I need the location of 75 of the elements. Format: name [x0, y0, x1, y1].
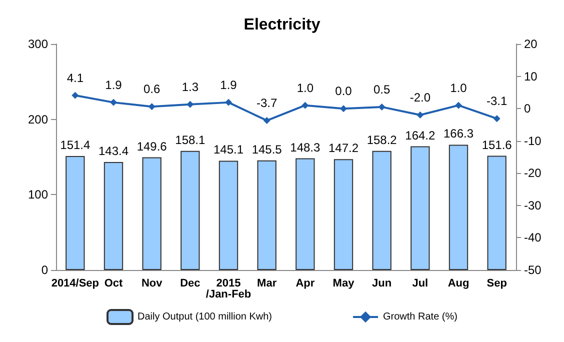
point [110, 98, 117, 106]
data-label: -2.0 [410, 90, 431, 105]
data-label: 1.0 [450, 80, 468, 95]
x-tick-label: Jun [372, 278, 392, 290]
bar [66, 156, 85, 270]
data-label: 158.1 [175, 132, 206, 147]
data-label: 0.0 [335, 84, 352, 98]
y-tick-label: 0 [41, 263, 48, 277]
data-label: 148.3 [290, 140, 321, 154]
legend-label: Growth Rate (%) [383, 312, 458, 322]
y2-tick-label: -30 [524, 198, 542, 212]
point [302, 102, 309, 109]
bar [410, 146, 430, 270]
data-label: 1.9 [220, 78, 238, 92]
y2-tick-label: -40 [524, 230, 542, 245]
data-label: 151.4 [60, 138, 91, 152]
data-label: 151.6 [482, 138, 512, 152]
data-label: 1.0 [296, 80, 314, 95]
data-label: 149.6 [136, 139, 168, 154]
x-tick-label: Dec [180, 278, 200, 290]
x-tick-label: Apr [296, 278, 316, 290]
point [263, 117, 270, 124]
data-label: -3.1 [486, 94, 508, 108]
y2-tick-label: -50 [524, 263, 542, 277]
legend-label: Daily Output (100 million Kwh) [138, 312, 272, 322]
bar [104, 162, 124, 270]
x-tick-label: 2014/Sep [51, 278, 100, 290]
data-label: 164.2 [405, 128, 436, 142]
y2-tick-label: -10 [524, 134, 542, 148]
data-label: 145.5 [252, 142, 282, 156]
bar [296, 158, 315, 270]
point [493, 115, 500, 122]
bar [142, 157, 162, 270]
y2-tick-label: 20 [524, 37, 538, 51]
point [378, 103, 386, 110]
point [72, 92, 79, 99]
y2-tick-label: -20 [524, 166, 542, 180]
data-label: 1.9 [105, 78, 122, 92]
chart-title: Electricity [244, 16, 320, 34]
bar [487, 156, 506, 270]
bar [180, 150, 200, 270]
data-label: 166.3 [443, 126, 474, 141]
x-tick-label: 2015 /Jan-Feb [206, 278, 252, 300]
point [148, 103, 156, 110]
bar [448, 144, 468, 270]
y2-tick-label: 0 [524, 102, 531, 116]
point [455, 102, 462, 109]
y-tick-label: 300 [28, 37, 48, 51]
bar [218, 160, 238, 270]
x-tick-label: Oct [104, 278, 123, 290]
point [340, 105, 347, 112]
x-tick-label: Sep [486, 278, 508, 290]
x-tick-label: Nov [141, 278, 164, 290]
data-label: 1.3 [182, 80, 199, 94]
x-tick-label: Mar [257, 278, 278, 290]
y-tick-label: 200 [28, 112, 48, 126]
bar [334, 159, 354, 270]
point [225, 98, 232, 106]
bar [372, 150, 392, 270]
y-tick-label: 100 [28, 188, 48, 202]
bar [257, 160, 276, 270]
data-label: 145.1 [213, 142, 244, 157]
point [416, 112, 424, 119]
data-label: 0.5 [373, 82, 390, 96]
x-tick-label: Jul [412, 278, 428, 290]
data-label: 147.2 [328, 141, 359, 156]
data-label: 4.1 [66, 70, 84, 85]
data-label: 143.4 [98, 144, 129, 158]
y2-tick-label: 10 [524, 69, 538, 84]
x-tick-label: May [332, 278, 356, 290]
point [186, 100, 194, 108]
data-label: -3.7 [256, 96, 278, 110]
data-label: 158.2 [366, 132, 398, 147]
x-tick-label: Aug [448, 278, 470, 290]
data-label: 0.6 [143, 82, 160, 96]
